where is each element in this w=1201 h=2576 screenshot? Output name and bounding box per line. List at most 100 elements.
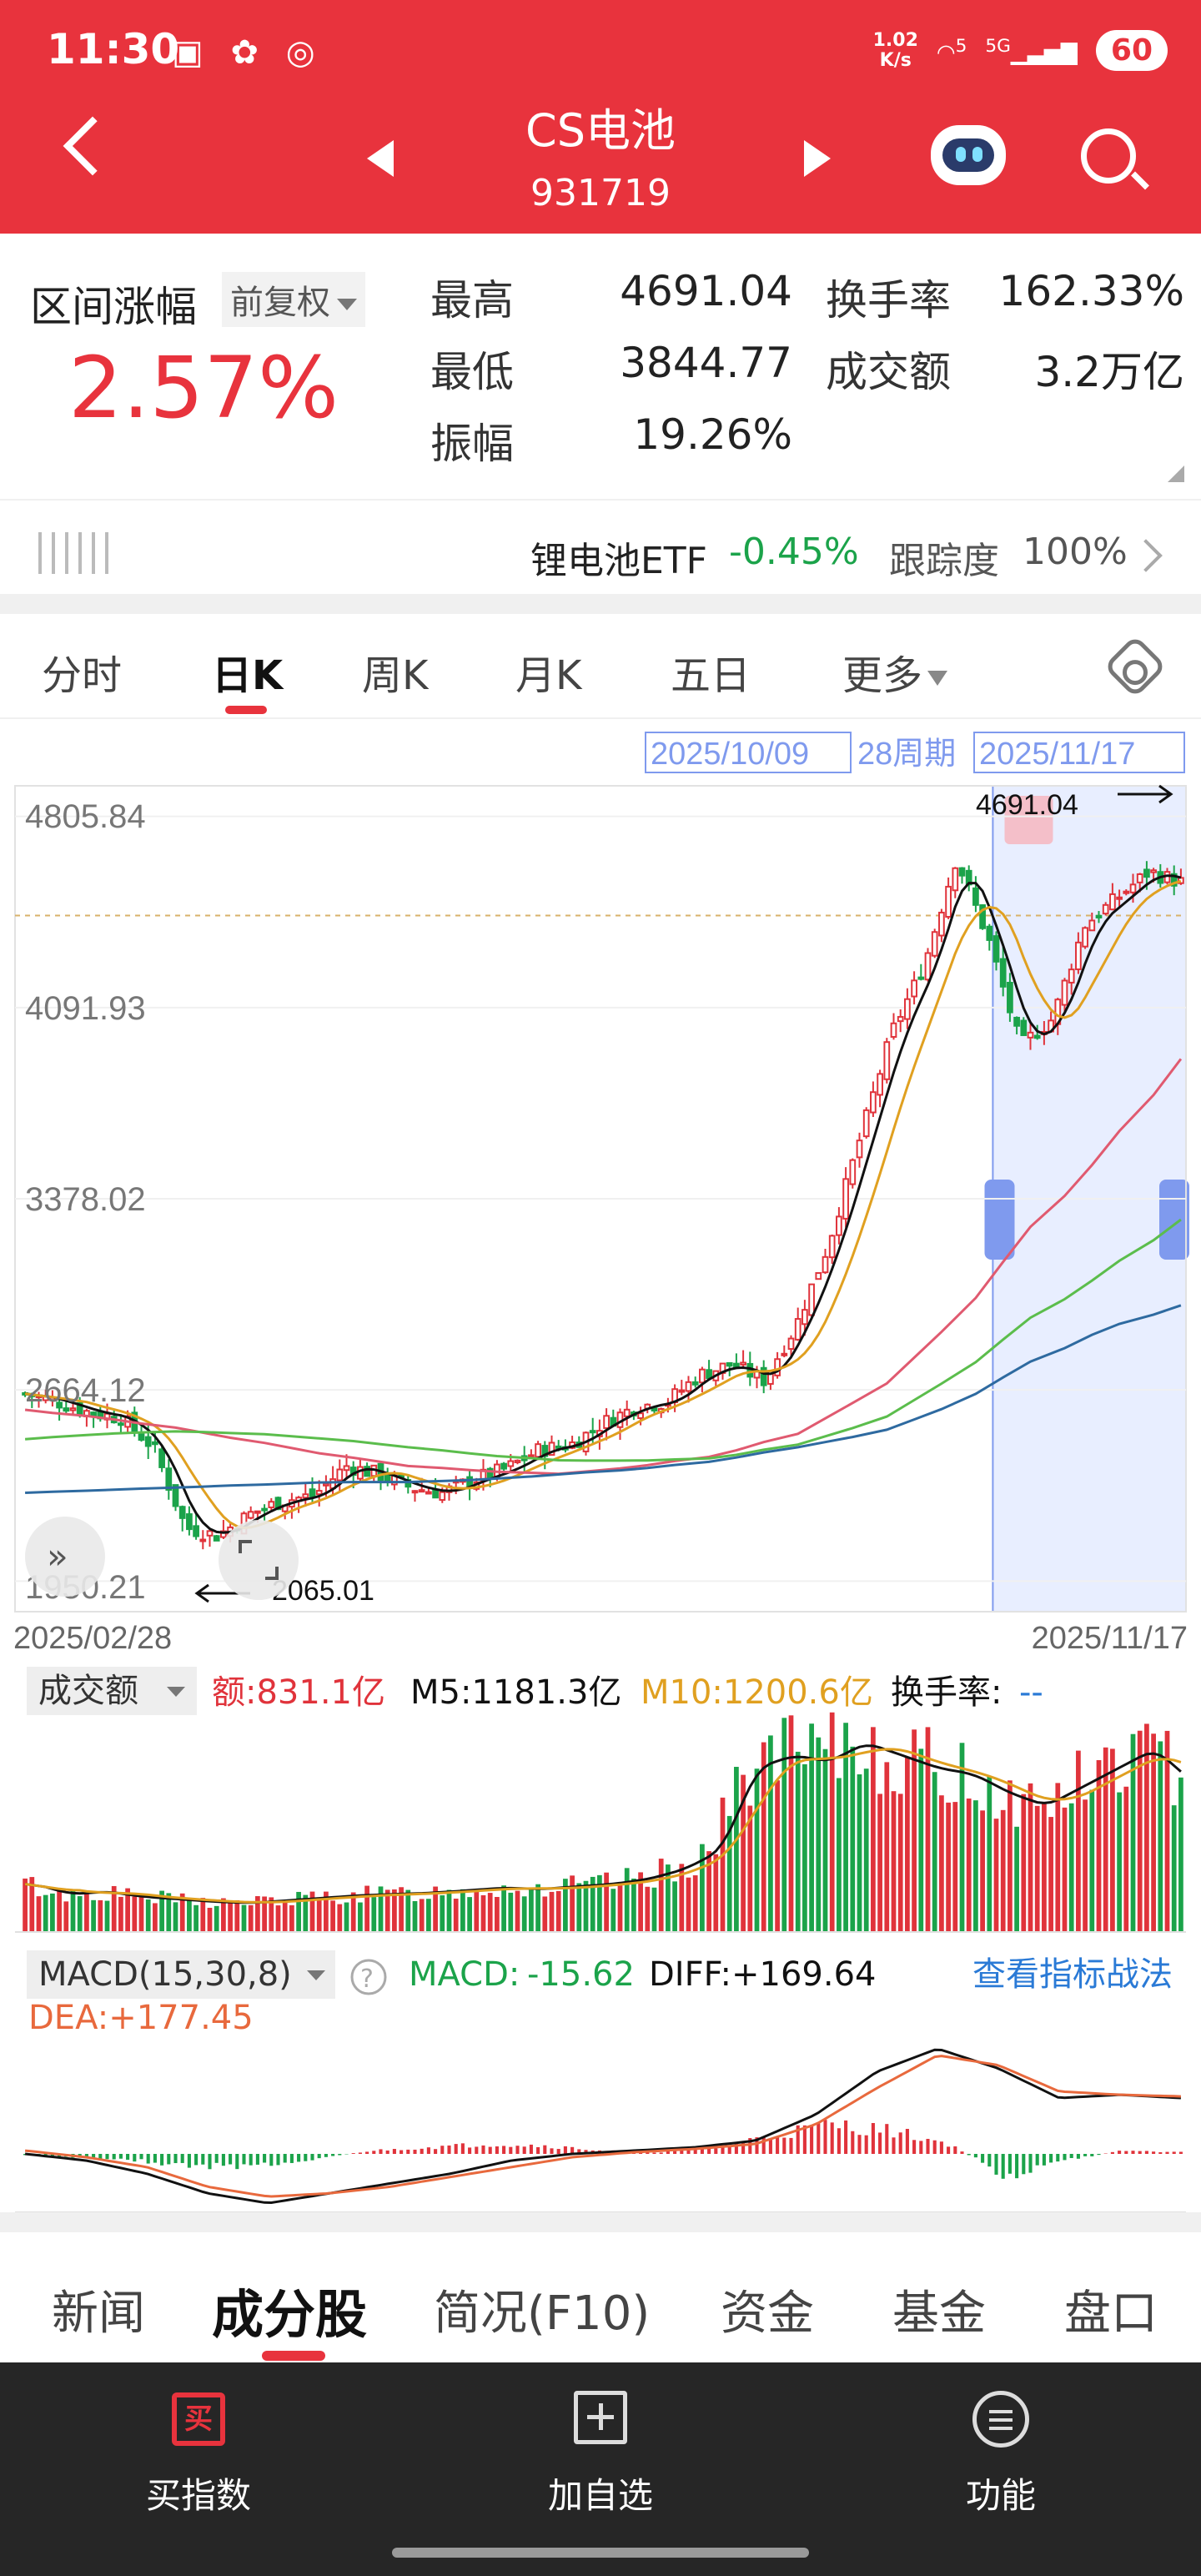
candle-body [343, 1465, 350, 1472]
battery-indicator: 60 [1095, 30, 1168, 71]
info-tabs: 新闻 成分股 简况(F10) 资金 基金 盘口 [0, 2232, 1201, 2362]
volume-bar [905, 1757, 910, 1932]
prev-index-icon[interactable] [367, 140, 394, 177]
volume-bar [309, 1891, 315, 1932]
tab-weekly-k[interactable]: 周K [362, 652, 429, 699]
volume-bar [515, 1890, 520, 1932]
expand-corner-icon[interactable] [1168, 465, 1184, 482]
volume-bar [1171, 1805, 1177, 1932]
volume-bar [925, 1727, 931, 1932]
tab-five-day[interactable]: 五日 [671, 652, 751, 699]
volume-bar [597, 1874, 602, 1932]
candle-body [152, 1441, 158, 1446]
tab-order-book[interactable]: 盘口 [1064, 2287, 1158, 2341]
volume-bar [802, 1763, 807, 1932]
selection-end-box [973, 732, 1185, 773]
volume-bar [480, 1894, 486, 1932]
volume-bar [269, 1897, 274, 1932]
volume-bar [521, 1896, 527, 1932]
candle-body [822, 1255, 829, 1274]
volume-bar [768, 1735, 773, 1932]
kline-chart[interactable]: 4805.844091.933378.022664.121950.214691.… [0, 719, 1201, 2237]
next-index-icon[interactable] [804, 140, 831, 177]
volume-bar [132, 1896, 138, 1932]
related-etf-row[interactable]: 锂电池ETF -0.45% 跟踪度 100% [0, 511, 1201, 594]
caret-down-icon [927, 671, 948, 686]
candle-body [1061, 979, 1068, 1006]
volume-bar [604, 1872, 609, 1932]
volume-bar [187, 1898, 192, 1932]
volume-bar [241, 1904, 247, 1932]
candle-body [1109, 893, 1116, 911]
add-watchlist-button[interactable]: 加自选 [547, 2475, 653, 2516]
x-start-date: 2025/02/28 [13, 1621, 172, 1656]
volume-bar [426, 1899, 431, 1932]
candle-body [802, 1309, 808, 1326]
candle-body [862, 1109, 870, 1138]
volume-bar [987, 1776, 992, 1932]
tab-constituents[interactable]: 成分股 [212, 2284, 368, 2345]
volume-bar [43, 1894, 48, 1932]
volume-bar [440, 1895, 445, 1932]
back-arrow-icon[interactable] [63, 116, 123, 176]
search-icon[interactable] [1081, 128, 1136, 184]
volume-bar [734, 1767, 739, 1932]
volume-bar [993, 1819, 999, 1932]
volume-bar [508, 1892, 514, 1932]
volume-bar [262, 1896, 267, 1932]
tab-news[interactable]: 新闻 [52, 2287, 145, 2341]
tab-intraday[interactable]: 分时 [42, 652, 123, 699]
candle-body [952, 867, 959, 892]
x-end-date: 2025/11/17 [1032, 1621, 1188, 1656]
buy-index-button[interactable]: 买指数 [145, 2475, 251, 2516]
add-watchlist-icon[interactable] [574, 2391, 627, 2444]
volume-bar [809, 1723, 814, 1932]
candle-body [924, 952, 932, 981]
menu-icon[interactable] [972, 2391, 1029, 2448]
candle-body [1020, 1019, 1028, 1036]
candle-body [836, 1215, 842, 1236]
tab-daily-k[interactable]: 日K [212, 652, 284, 699]
buy-icon[interactable]: 买 [172, 2392, 225, 2446]
volume-bar [412, 1900, 418, 1932]
close-selection-icon [1004, 796, 1053, 844]
volume-bar [700, 1844, 705, 1932]
tab-funds-flow[interactable]: 资金 [721, 2287, 814, 2341]
volume-bar [912, 1729, 917, 1932]
volume-bar [289, 1904, 294, 1932]
adjust-dropdown[interactable]: 前复权 [222, 272, 365, 327]
volume-bar [816, 1737, 822, 1932]
candle-body [999, 958, 1007, 988]
volume-bar [1123, 1786, 1129, 1932]
tab-profile-f10[interactable]: 简况(F10) [434, 2287, 651, 2341]
candle-body [1136, 873, 1143, 883]
volume-bar [973, 1800, 978, 1932]
tab-monthly-k[interactable]: 月K [515, 652, 582, 699]
volume-selector [27, 1667, 197, 1715]
diff-value: DIFF:+169.64 [649, 1955, 876, 1994]
volume-bar [179, 1893, 185, 1932]
price-tick-4: 2664.12 [25, 1372, 146, 1409]
volume-bar [1076, 1750, 1081, 1932]
tab-more[interactable]: 更多 [842, 642, 948, 701]
volume-bar [1008, 1780, 1013, 1932]
volume-bar [337, 1904, 343, 1932]
candle-body [261, 1507, 268, 1512]
candle-body [691, 1381, 699, 1386]
candle-body [746, 1362, 754, 1378]
volume-bar [104, 1900, 110, 1932]
volume-bar [837, 1778, 842, 1932]
page-title: CS电池 [525, 104, 676, 157]
functions-button[interactable]: 功能 [965, 2475, 1036, 2516]
macd-selector-label: MACD(15,30,8) [38, 1955, 292, 1994]
candle-body [90, 1411, 97, 1416]
candle-body [302, 1493, 309, 1499]
robot-assistant-icon[interactable] [931, 125, 1006, 185]
tab-fund[interactable]: 基金 [892, 2287, 986, 2341]
candle-body [931, 931, 938, 957]
volume-bar [77, 1896, 83, 1932]
volume-bar [1034, 1805, 1040, 1932]
selection-period: 28周期 [857, 737, 956, 772]
volume-bar [118, 1896, 123, 1932]
candle-body [815, 1272, 822, 1280]
